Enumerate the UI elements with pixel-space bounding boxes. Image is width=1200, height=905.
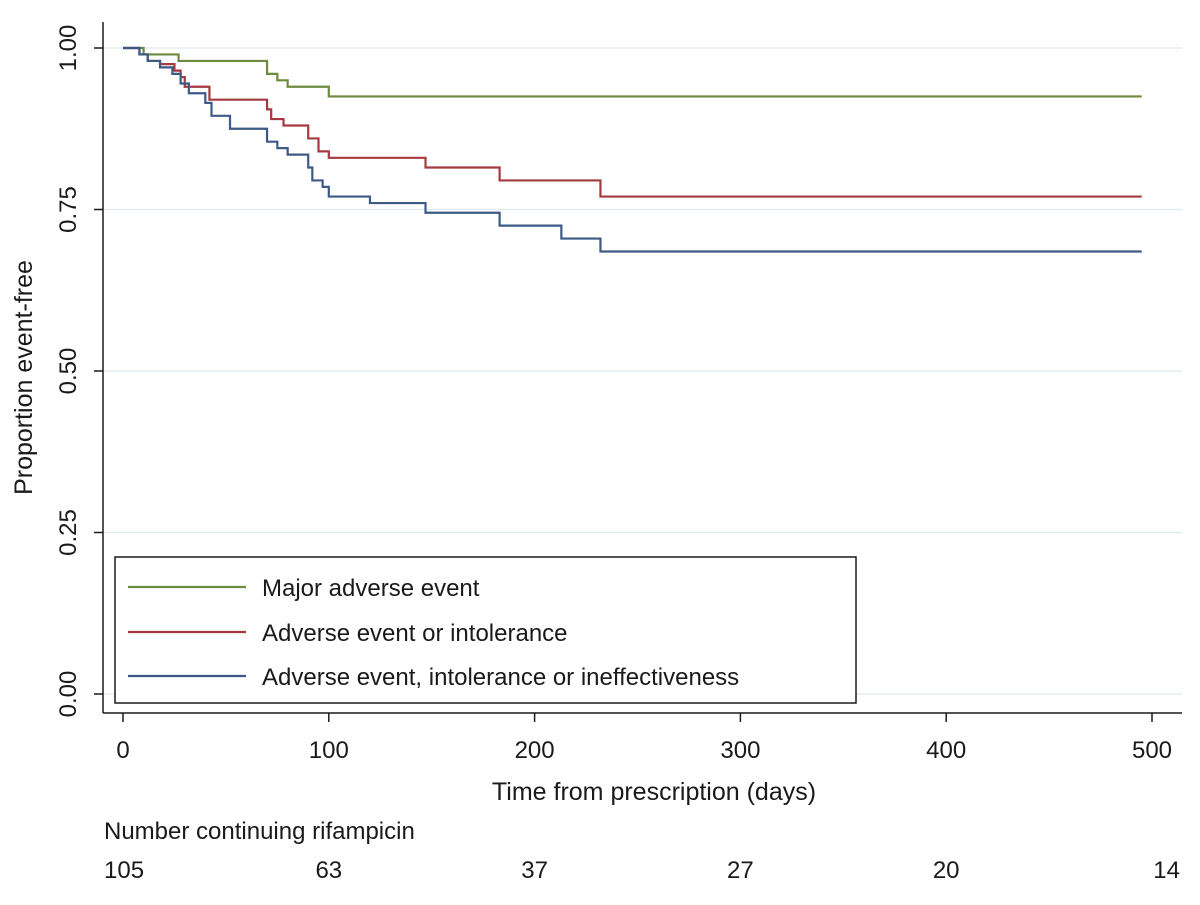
y-tick-label: 0.00 bbox=[55, 671, 82, 718]
risk-count: 20 bbox=[932, 857, 960, 884]
gridlines bbox=[103, 47, 1182, 695]
series-line-2 bbox=[123, 46, 1142, 198]
risk-count: 63 bbox=[315, 857, 343, 884]
x-axis-title: Time from prescription (days) bbox=[492, 778, 816, 806]
x-tick-label: 200 bbox=[515, 737, 555, 764]
risk-table-label: Number continuing rifampicin bbox=[104, 818, 415, 845]
legend-label: Major adverse event bbox=[262, 575, 480, 602]
risk-count: 105 bbox=[104, 857, 145, 884]
legend-label: Adverse event or intolerance bbox=[262, 620, 568, 647]
y-tick-label: 0.25 bbox=[55, 509, 82, 556]
x-tick-label: 0 bbox=[116, 737, 129, 764]
x-tick-label: 400 bbox=[926, 737, 966, 764]
x-ticks: 0 100 200 300 400 500 bbox=[116, 713, 1172, 764]
risk-count: 27 bbox=[727, 857, 754, 884]
y-tick-label: 1.00 bbox=[55, 25, 82, 72]
legend-label: Adverse event, intolerance or ineffectiv… bbox=[262, 664, 739, 691]
axes bbox=[102, 22, 1182, 714]
y-axis-title: Proportion event-free bbox=[10, 260, 38, 495]
series-lines bbox=[123, 46, 1142, 253]
x-tick-label: 300 bbox=[720, 737, 760, 764]
series-line-1 bbox=[123, 46, 1142, 98]
risk-count: 37 bbox=[521, 857, 548, 884]
risk-count: 14 bbox=[1153, 857, 1180, 884]
y-ticks: 0.00 0.25 0.50 0.75 1.00 bbox=[55, 25, 103, 718]
legend: Major adverse event Adverse event or into… bbox=[114, 556, 857, 704]
series-line-3 bbox=[123, 46, 1142, 253]
y-tick-label: 0.50 bbox=[55, 348, 82, 395]
y-tick-label: 0.75 bbox=[55, 186, 82, 233]
legend-box bbox=[114, 556, 857, 704]
x-tick-label: 500 bbox=[1132, 737, 1172, 764]
x-tick-label: 100 bbox=[309, 737, 349, 764]
